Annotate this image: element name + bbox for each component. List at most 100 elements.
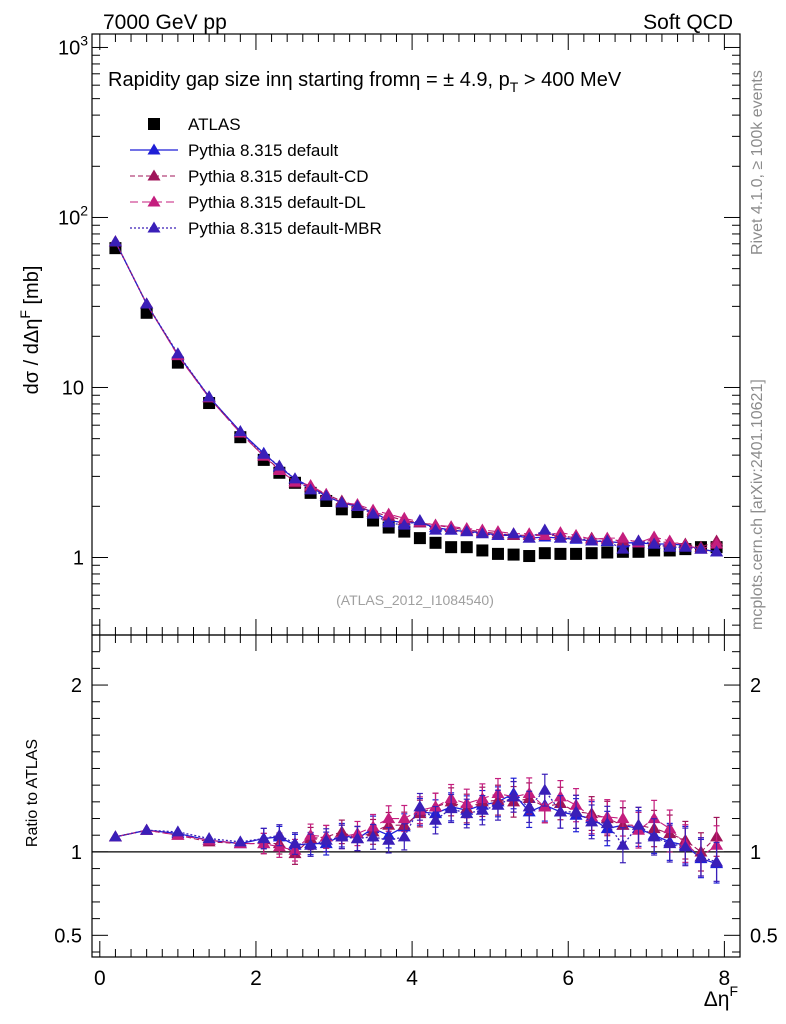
- main-atlas-point: [429, 536, 442, 549]
- main-atlas-point: [585, 547, 598, 560]
- xlabel-part-a: Δη: [704, 988, 730, 1011]
- main-mbr-point: [600, 534, 614, 546]
- main-atlas-point: [538, 547, 551, 560]
- main-y-tick-label: 1: [73, 547, 84, 569]
- ratio-mbr-point: [460, 807, 474, 819]
- main-atlas-point: [476, 544, 489, 557]
- main-mbr-point: [616, 542, 630, 554]
- main-mbr-point: [553, 531, 567, 543]
- main-mbr-point: [272, 459, 286, 471]
- ratio-dl-point: [429, 800, 443, 812]
- ratio-mbr-point: [616, 838, 630, 850]
- ratio-y-tick-label-right: 0.5: [750, 925, 778, 947]
- ratio-mbr-point: [538, 783, 552, 795]
- main-atlas-point: [523, 550, 536, 563]
- main-mbr-point: [140, 297, 154, 309]
- ratio-mbr-point: [272, 828, 286, 840]
- ratio-y-tick-label-left: 1: [71, 842, 82, 864]
- ylabel-sup: F: [17, 310, 33, 319]
- main-mbr-point: [663, 540, 677, 552]
- title-part-d: > 400 MeV: [518, 69, 622, 91]
- ylabel-part-b: [mb]: [21, 266, 43, 310]
- ratio-y-tick-label-left: 0.5: [54, 925, 82, 947]
- ratio-mbr-point: [663, 837, 677, 849]
- ratio-mbr-point: [108, 830, 122, 842]
- ratio-mbr-point: [647, 830, 661, 842]
- x-tick-label: 0: [94, 967, 106, 990]
- x-tick-label: 4: [406, 967, 418, 990]
- ratio-mbr-point: [678, 840, 692, 852]
- ratio-mbr-point: [171, 825, 185, 837]
- ratio-mbr-point: [600, 817, 614, 829]
- main-dl-point: [647, 530, 661, 542]
- main-mbr-point: [585, 534, 599, 546]
- main-y-tick-label: 103: [58, 32, 88, 59]
- main-atlas-point: [507, 548, 520, 561]
- ratio-mbr-point: [710, 855, 724, 867]
- ratio-mbr-point: [569, 805, 583, 817]
- main-y-tick-exp: 3: [80, 32, 88, 48]
- ratio-dl-point: [647, 812, 661, 824]
- ratio-y-axis-label: Ratio to ATLAS: [24, 739, 41, 847]
- main-dl-point: [663, 534, 677, 546]
- main-plot-title: Rapidity gap size inη starting fromη = ±…: [108, 69, 622, 95]
- ratio-mbr-point: [444, 802, 458, 814]
- legend-label-mbr: Pythia 8.315 default-MBR: [188, 219, 382, 238]
- main-y-tick-label: 102: [58, 202, 88, 229]
- ratio-mbr-point: [694, 850, 708, 862]
- main-dl-line: [114, 241, 717, 550]
- ratio-mbr-point: [397, 830, 411, 842]
- legend-marker-atlas: [148, 118, 160, 130]
- main-mbr-line: [114, 241, 717, 553]
- ratio-mbr-point: [382, 833, 396, 845]
- main-mbr-point: [350, 499, 364, 511]
- ratio-mbr-point: [350, 832, 364, 844]
- ratio-cd-line: [115, 797, 717, 855]
- legend-marker-cd: [147, 169, 161, 181]
- legend-marker-mbr: [147, 221, 161, 233]
- x-tick-label: 2: [250, 967, 262, 990]
- header-category-label: Soft QCD: [643, 11, 733, 34]
- main-mbr-point: [538, 523, 552, 535]
- ratio-mbr-point: [475, 803, 489, 815]
- x-axis-label: ΔηF: [704, 983, 738, 1011]
- main-mbr-point: [304, 483, 318, 495]
- ratio-mbr-point: [140, 823, 154, 835]
- legend-marker-default: [147, 143, 161, 155]
- main-mbr-point: [397, 518, 411, 530]
- main-atlas-point: [570, 547, 583, 560]
- main-y-tick-exp: 2: [80, 202, 88, 218]
- main-mbr-point: [413, 514, 427, 526]
- main-mbr-point: [460, 525, 474, 537]
- main-mbr-point: [335, 496, 349, 508]
- ratio-mbr-point: [335, 830, 349, 842]
- main-mbr-point: [233, 425, 247, 437]
- side-mcplots-label: mcplots.cern.ch [arXiv:2401.10621]: [749, 379, 766, 630]
- legend-marker-dl: [147, 195, 161, 207]
- ratio-y-tick-label-right: 2: [750, 675, 761, 697]
- main-mbr-point: [475, 527, 489, 539]
- legend-label-cd: Pythia 8.315 default-CD: [188, 167, 369, 186]
- xlabel-sup: F: [729, 983, 738, 999]
- main-series-layer: [108, 235, 724, 563]
- main-mbr-point: [647, 537, 661, 549]
- title-sub: T: [510, 79, 519, 95]
- main-y-axis-label: dσ / dΔηF [mb]: [17, 266, 43, 395]
- main-mbr-point: [710, 545, 724, 557]
- x-tick-label: 8: [719, 967, 731, 990]
- main-mbr-point: [257, 447, 271, 459]
- ratio-mbr-point: [257, 832, 271, 844]
- main-atlas-point: [445, 541, 458, 554]
- ratio-mbr-point: [522, 800, 536, 812]
- ratio-mbr-point: [288, 837, 302, 849]
- main-dl-point: [710, 537, 724, 549]
- ratio-mbr-point: [413, 800, 427, 812]
- main-atlas-point: [140, 306, 153, 319]
- main-atlas-point: [632, 545, 645, 558]
- ratio-dl-point: [616, 812, 630, 824]
- main-atlas-point: [601, 546, 614, 559]
- ratio-mbr-point: [585, 815, 599, 827]
- main-mbr-point: [366, 507, 380, 519]
- main-atlas-point: [554, 547, 567, 560]
